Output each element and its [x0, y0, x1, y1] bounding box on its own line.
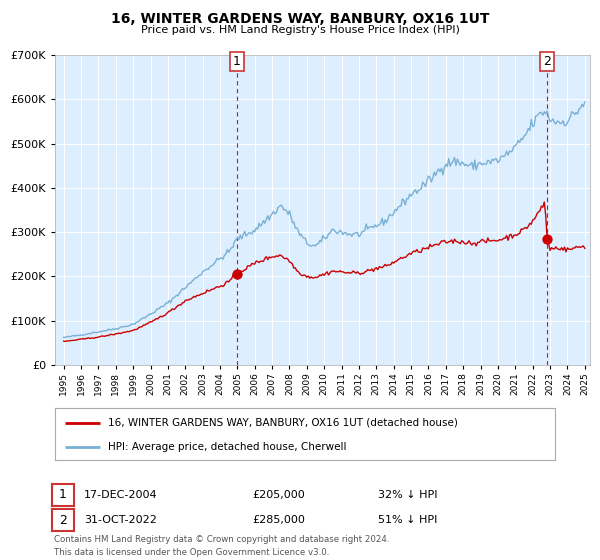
- Text: 2: 2: [543, 55, 551, 68]
- Point: [542, 234, 552, 243]
- Text: 31-OCT-2022: 31-OCT-2022: [84, 515, 157, 525]
- Text: HPI: Average price, detached house, Cherwell: HPI: Average price, detached house, Cher…: [107, 442, 346, 452]
- Text: Contains HM Land Registry data © Crown copyright and database right 2024.: Contains HM Land Registry data © Crown c…: [54, 535, 389, 544]
- Text: 32% ↓ HPI: 32% ↓ HPI: [378, 490, 437, 500]
- Point: [232, 270, 241, 279]
- Text: 16, WINTER GARDENS WAY, BANBURY, OX16 1UT: 16, WINTER GARDENS WAY, BANBURY, OX16 1U…: [111, 12, 489, 26]
- Text: 2: 2: [59, 514, 67, 526]
- Text: 17-DEC-2004: 17-DEC-2004: [84, 490, 158, 500]
- Text: £205,000: £205,000: [252, 490, 305, 500]
- Text: 1: 1: [59, 488, 67, 502]
- Text: Price paid vs. HM Land Registry's House Price Index (HPI): Price paid vs. HM Land Registry's House …: [140, 25, 460, 35]
- Text: 16, WINTER GARDENS WAY, BANBURY, OX16 1UT (detached house): 16, WINTER GARDENS WAY, BANBURY, OX16 1U…: [107, 418, 457, 428]
- Text: This data is licensed under the Open Government Licence v3.0.: This data is licensed under the Open Gov…: [54, 548, 329, 557]
- Text: 51% ↓ HPI: 51% ↓ HPI: [378, 515, 437, 525]
- Text: 1: 1: [233, 55, 241, 68]
- Text: £285,000: £285,000: [252, 515, 305, 525]
